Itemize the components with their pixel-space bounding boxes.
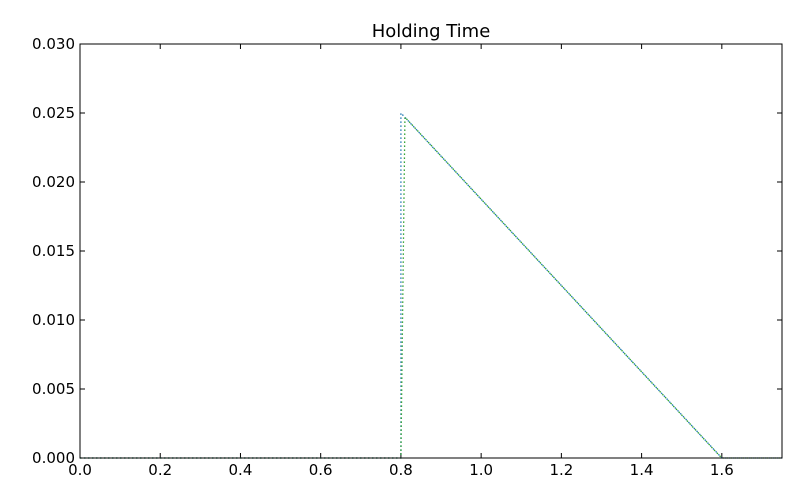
- x-tick-label: 1.6: [710, 461, 734, 479]
- y-tick-label: 0.015: [32, 242, 75, 260]
- y-tick-label: 0.010: [32, 311, 75, 329]
- plot-frame: [79, 43, 783, 459]
- y-tick-label: 0.000: [32, 449, 75, 467]
- x-tick-label: 1.4: [630, 461, 654, 479]
- y-tick-label: 0.005: [32, 380, 75, 398]
- y-tick-label: 0.025: [32, 104, 75, 122]
- series-group: [80, 111, 782, 459]
- y-tick-label: 0.030: [32, 35, 75, 53]
- x-tick-label: 0.0: [68, 461, 92, 479]
- y-tick-label: 0.020: [32, 173, 75, 191]
- x-tick-label: 1.0: [469, 461, 493, 479]
- x-tick-label: 0.6: [309, 461, 333, 479]
- series-line-series-1: [80, 111, 782, 459]
- x-tick-label: 0.4: [229, 461, 253, 479]
- x-tick-label: 1.2: [549, 461, 573, 479]
- series-line-series-2: [80, 115, 782, 459]
- x-tick-label: 0.2: [148, 461, 172, 479]
- axis-ticks: 0.0 0.2 0.4 0.6 0.8 1.0 1.2 1.4 1.6 0.000 0.005 0.0…: [32, 35, 782, 479]
- chart-title: Holding Time: [372, 21, 491, 42]
- x-tick-label: 0.8: [389, 461, 413, 479]
